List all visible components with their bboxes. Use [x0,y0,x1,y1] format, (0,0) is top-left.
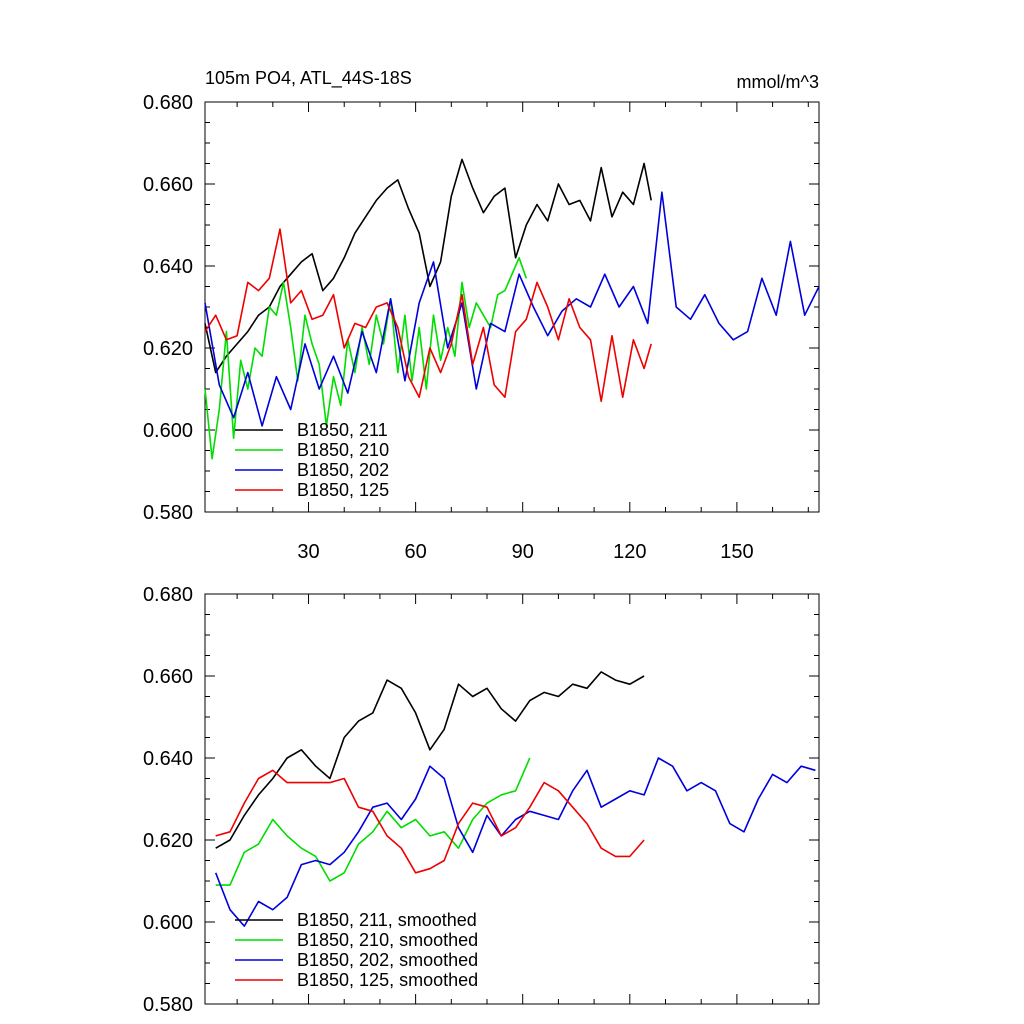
x-tick-label: 150 [720,541,753,563]
bottom-series-line-0 [215,671,645,849]
bottom-panel-ticks: 0.580 0.600 0.620 0.640 0.660 0.680 [143,584,819,1016]
bottom-series-line-2 [214,757,816,927]
x-tick-label: 120 [613,541,646,563]
legend-label: B1850, 125 [297,480,389,500]
top-panel-units: mmol/m^3 [737,72,819,92]
top-panel-ticks: 0.580 0.600 0.620 0.640 0.660 0.680 30 60 90 120 1… [143,92,819,563]
top-series-line-2 [204,191,820,427]
y-tick-label: 0.580 [143,502,193,524]
y-tick-label: 0.580 [143,994,193,1016]
legend-label: B1850, 210, smoothed [297,930,478,950]
top-series-line-0 [204,158,652,374]
legend-label: B1850, 211 [297,420,388,440]
top-panel: 105m PO4, ATL_44S-18S mmol/m^3 0.580 0.60… [143,68,820,563]
top-series-line-1 [204,256,528,460]
legend-label: B1850, 210 [297,440,389,460]
y-tick-label: 0.620 [143,830,193,852]
bottom-panel: 0.580 0.600 0.620 0.640 0.660 0.680 B1850, 21… [143,584,820,1016]
x-tick-label: 30 [297,541,319,563]
legend-label: B1850, 202 [297,460,389,480]
y-tick-label: 0.680 [143,584,193,606]
x-tick-label: 60 [404,541,426,563]
legend-label: B1850, 202, smoothed [297,950,478,970]
top-panel-title: 105m PO4, ATL_44S-18S [205,68,412,89]
top-panel-series [204,158,820,460]
top-series-line-3 [204,228,652,403]
legend-label: B1850, 211, smoothed [297,910,477,930]
y-tick-label: 0.600 [143,420,193,442]
y-tick-label: 0.620 [143,338,193,360]
x-tick-label: 90 [512,541,534,563]
y-tick-label: 0.680 [143,92,193,114]
bottom-series-line-1 [215,757,531,886]
legend-label: B1850, 125, smoothed [297,970,478,990]
y-tick-label: 0.640 [143,256,193,278]
y-tick-label: 0.660 [143,666,193,688]
y-tick-label: 0.640 [143,748,193,770]
bottom-series-line-3 [215,769,645,874]
y-tick-label: 0.600 [143,912,193,934]
bottom-panel-series [214,671,816,927]
y-tick-label: 0.660 [143,174,193,196]
